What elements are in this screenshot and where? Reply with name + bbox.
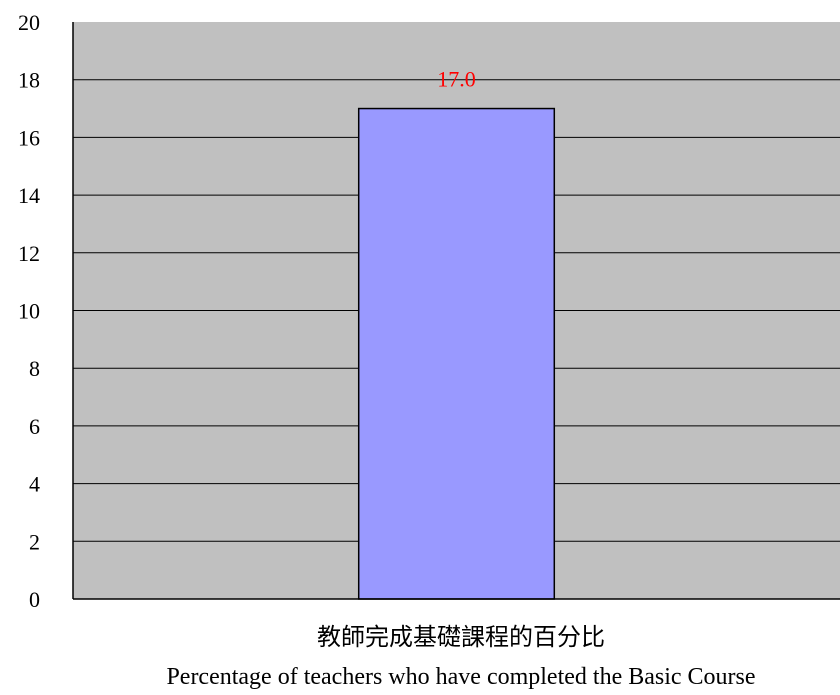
y-tick-label: 12 xyxy=(18,241,40,266)
bar xyxy=(357,107,556,600)
y-tick-label: 14 xyxy=(18,183,40,208)
x-category-label-zh: 教師完成基礎課程的百分比 xyxy=(317,624,605,651)
y-tick-label: 10 xyxy=(18,299,40,324)
y-tick-label: 6 xyxy=(29,414,40,439)
y-tick-label: 16 xyxy=(18,125,40,150)
x-category-label-en: Percentage of teachers who have complete… xyxy=(166,664,755,690)
bar-data-label: 17.0 xyxy=(437,67,476,92)
bars xyxy=(357,107,556,600)
y-tick-label: 8 xyxy=(29,356,40,381)
y-tick-label: 20 xyxy=(18,10,40,35)
y-axis-ticks: 0 2 4 6 8 10 12 14 16 18 20 xyxy=(18,10,40,612)
y-tick-label: 4 xyxy=(29,472,40,497)
y-tick-label: 0 xyxy=(29,587,40,612)
y-tick-label: 2 xyxy=(29,529,40,554)
data-labels: 17.0 xyxy=(437,67,476,92)
y-tick-label: 18 xyxy=(18,68,40,93)
